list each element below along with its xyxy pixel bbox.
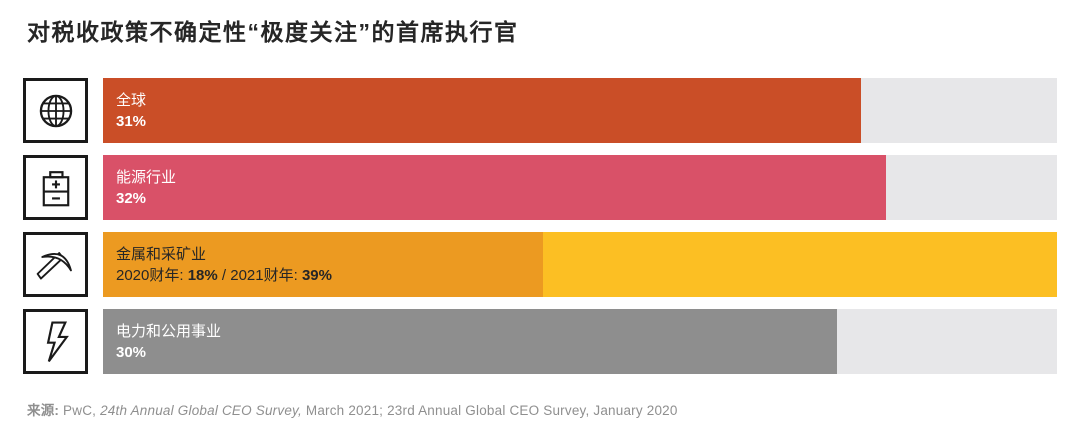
source-text: PwC,	[59, 403, 101, 418]
bar-value-label: 31%	[116, 112, 147, 130]
bar-fill-segment	[103, 309, 837, 374]
bar-fill-segment	[103, 232, 544, 297]
bar-track: 能源行业 32%	[103, 155, 1057, 220]
bar-track: 全球 31%	[103, 78, 1057, 143]
source-note: 来源: PwC, 24th Annual Global CEO Survey, …	[27, 399, 678, 419]
bar-track: 金属和采矿业 2020财年: 18% / 2021财年: 39%	[103, 232, 1057, 297]
chart-title: 对税收政策不确定性“极度关注”的首席执行官	[27, 19, 519, 45]
battery-icon	[23, 155, 88, 220]
bar-fill-segment	[103, 155, 886, 220]
lightning-bolt-icon	[23, 309, 88, 374]
source-text-2: March 2021; 23rd Annual Global CEO Surve…	[301, 403, 678, 418]
chart-row: 全球 31%	[23, 78, 1057, 143]
bar-value-label: 32%	[116, 189, 147, 207]
bar-chart: 全球 31% 能源行业 32% 金属和采矿业 2020财年: 18% / 2021财年: …	[23, 78, 1057, 386]
bar-category-label: 能源行业	[116, 168, 177, 186]
bar-category-label: 电力和公用事业	[116, 322, 222, 340]
bar-value-label: 2020财年: 18% / 2021财年: 39%	[116, 266, 332, 284]
chart-row: 电力和公用事业 30%	[23, 309, 1057, 374]
bar-fill-segment	[103, 78, 862, 143]
source-label: 来源:	[27, 403, 60, 418]
pickaxe-icon	[23, 232, 88, 297]
chart-row: 金属和采矿业 2020财年: 18% / 2021财年: 39%	[23, 232, 1057, 297]
source-survey-title: 24th Annual Global CEO Survey,	[100, 403, 302, 418]
bar-track: 电力和公用事业 30%	[103, 309, 1057, 374]
bar-category-label: 全球	[116, 91, 147, 109]
globe-icon	[23, 78, 88, 143]
bar-value-label: 30%	[116, 343, 147, 361]
chart-row: 能源行业 32%	[23, 155, 1057, 220]
bar-category-label: 金属和采矿业	[116, 245, 207, 263]
